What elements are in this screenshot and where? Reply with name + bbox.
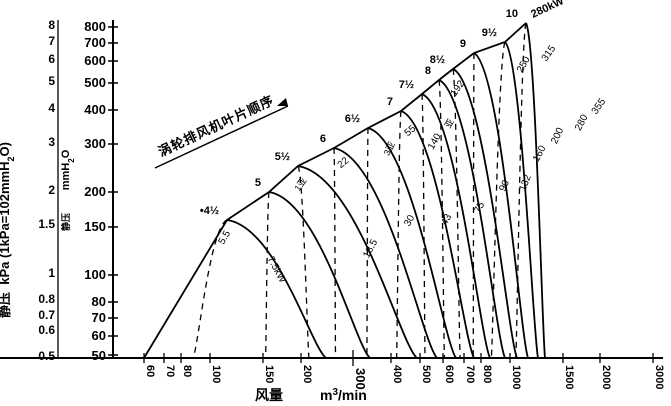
svg-text:800: 800 — [481, 365, 493, 383]
svg-text:700: 700 — [464, 365, 476, 383]
svg-text:4: 4 — [48, 101, 55, 115]
svg-text:60: 60 — [92, 328, 106, 343]
svg-text:风量: 风量 — [255, 387, 283, 403]
svg-text:70: 70 — [92, 310, 106, 325]
svg-text:2000: 2000 — [600, 365, 612, 389]
svg-text:200: 200 — [301, 365, 313, 383]
svg-text:500: 500 — [420, 365, 432, 383]
svg-text:50: 50 — [92, 348, 106, 363]
svg-text:5½: 5½ — [275, 151, 290, 163]
svg-text:0.6: 0.6 — [38, 323, 55, 337]
svg-text:0.5: 0.5 — [38, 349, 55, 363]
svg-text:300: 300 — [84, 136, 106, 151]
svg-text:200: 200 — [84, 184, 106, 199]
svg-text:400: 400 — [391, 365, 403, 383]
svg-text:•4½: •4½ — [200, 205, 219, 217]
svg-text:1500: 1500 — [563, 365, 575, 389]
svg-text:8: 8 — [425, 65, 431, 77]
svg-text:2: 2 — [48, 183, 55, 197]
svg-text:6½: 6½ — [345, 113, 360, 125]
svg-text:8½: 8½ — [430, 54, 445, 66]
svg-text:7: 7 — [48, 34, 55, 48]
svg-text:600: 600 — [443, 365, 455, 383]
svg-text:3000: 3000 — [653, 365, 665, 389]
svg-text:8: 8 — [48, 18, 55, 32]
svg-text:80: 80 — [181, 365, 193, 377]
svg-text:1.5: 1.5 — [38, 217, 55, 231]
svg-text:700: 700 — [84, 35, 106, 50]
svg-text:60: 60 — [144, 365, 156, 377]
svg-text:3: 3 — [48, 135, 55, 149]
svg-text:9: 9 — [460, 38, 466, 50]
svg-text:0.7: 0.7 — [38, 308, 55, 322]
svg-text:80: 80 — [92, 294, 106, 309]
svg-text:150: 150 — [263, 365, 275, 383]
svg-text:6: 6 — [48, 52, 55, 66]
svg-text:500: 500 — [84, 75, 106, 90]
svg-text:0.8: 0.8 — [38, 292, 55, 306]
svg-text:10: 10 — [506, 8, 518, 20]
svg-text:70: 70 — [164, 365, 176, 377]
svg-text:800: 800 — [84, 19, 106, 34]
svg-text:150: 150 — [84, 219, 106, 234]
svg-text:6: 6 — [320, 133, 326, 145]
svg-text:7: 7 — [387, 96, 393, 108]
svg-text:600: 600 — [84, 53, 106, 68]
svg-text:100: 100 — [210, 365, 222, 383]
svg-text:m3/min: m3/min — [320, 387, 367, 404]
svg-text:5: 5 — [255, 177, 261, 189]
svg-text:9½: 9½ — [482, 27, 497, 39]
svg-text:静压: 静压 — [60, 213, 71, 231]
svg-text:1000: 1000 — [510, 365, 522, 389]
svg-text:5: 5 — [48, 74, 55, 88]
svg-text:1: 1 — [48, 266, 55, 280]
svg-text:7½: 7½ — [399, 79, 414, 91]
svg-text:100: 100 — [84, 267, 106, 282]
svg-text:400: 400 — [84, 102, 106, 117]
